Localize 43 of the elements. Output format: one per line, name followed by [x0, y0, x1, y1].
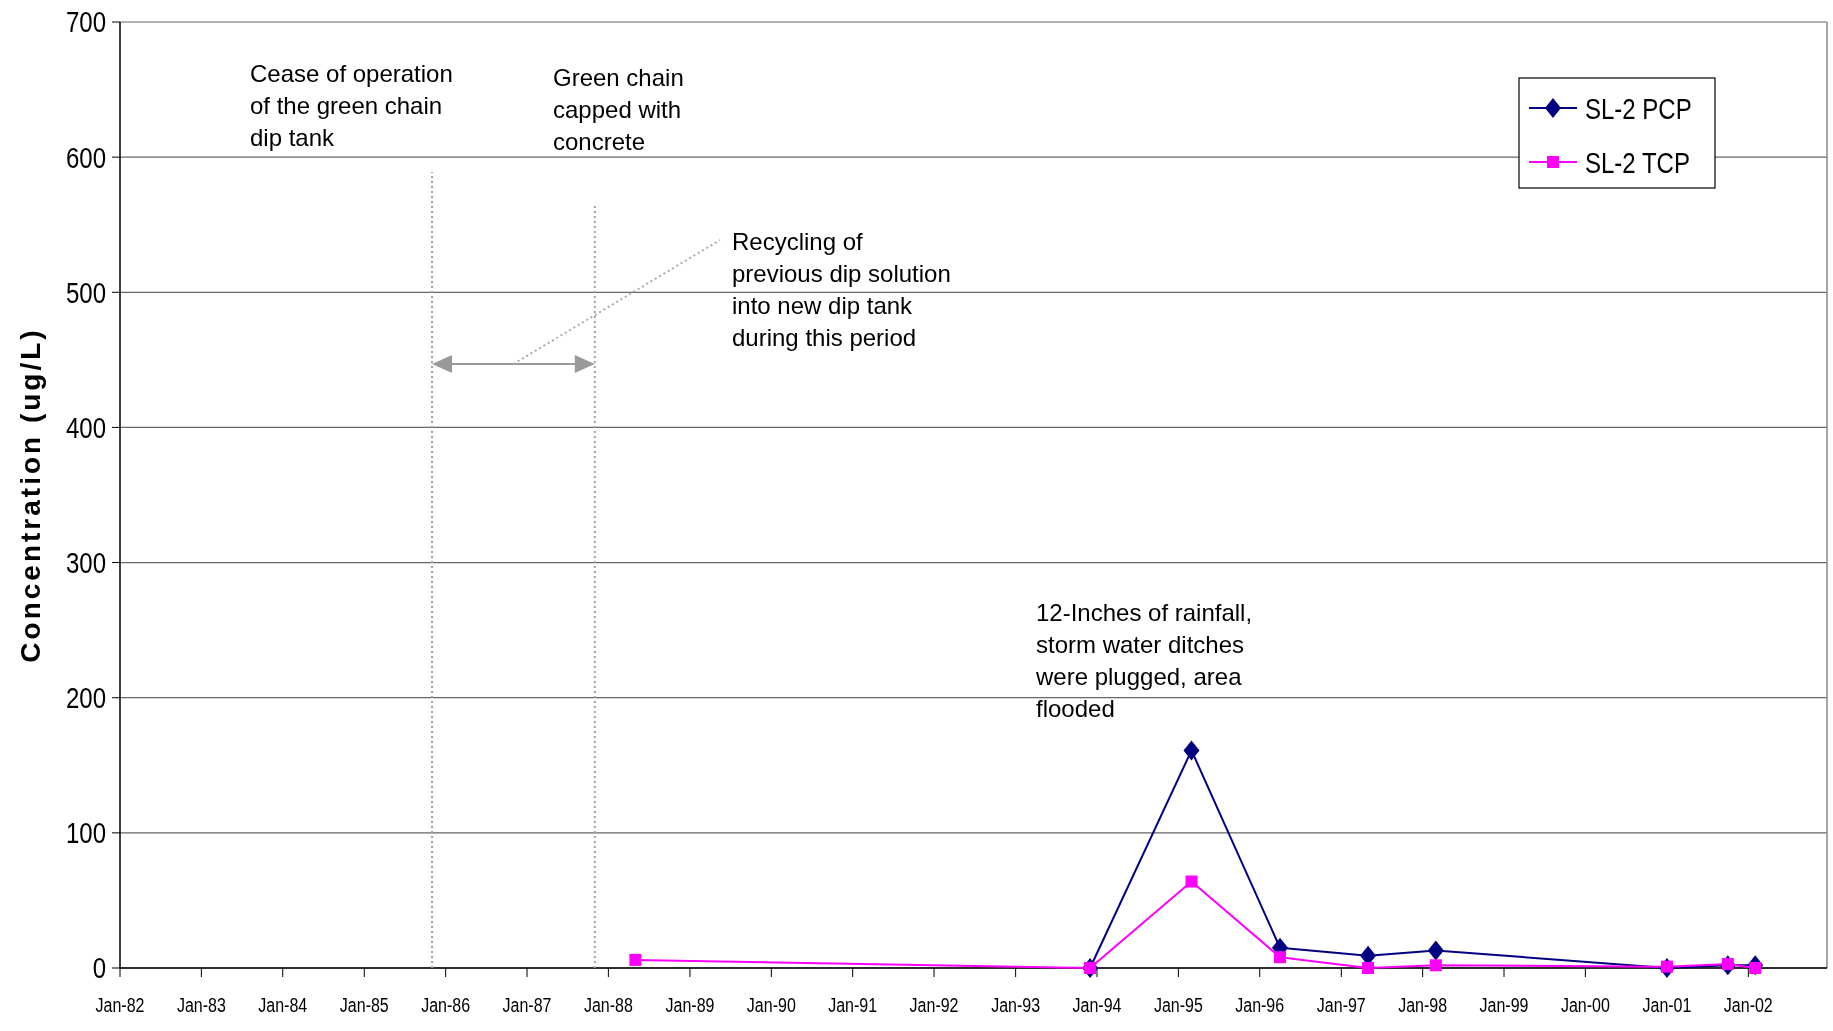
- y-tick-label: 500: [65, 275, 106, 310]
- x-tick-label: Jan-84: [258, 994, 308, 1017]
- point: [629, 953, 642, 966]
- x-tick-label: Jan-99: [1479, 994, 1529, 1017]
- y-tick-label: 600: [65, 140, 106, 175]
- y-tick-label: 100: [65, 815, 106, 850]
- x-tick-label: Jan-94: [1072, 994, 1122, 1017]
- x-tick-label: Jan-89: [665, 994, 715, 1017]
- point: [1429, 959, 1442, 972]
- point: [1427, 940, 1444, 961]
- annotation: Recycling of previous dip solution into new dip tank during this period: [732, 228, 951, 351]
- x-tick-label: Jan-91: [828, 994, 878, 1017]
- y-tick-label: 200: [65, 680, 106, 715]
- x-tick-label: Jan-82: [95, 994, 145, 1017]
- y-tick-label: 700: [65, 4, 106, 40]
- x-tick-label: Jan-97: [1316, 994, 1366, 1017]
- x-tick-label: Jan-96: [1235, 994, 1285, 1017]
- legend-label: SL-2 TCP: [1585, 145, 1690, 180]
- point: [1273, 951, 1286, 964]
- point: [1362, 962, 1375, 974]
- x-tick-label: Jan-83: [176, 994, 226, 1017]
- x-tick-label: Jan-02: [1723, 994, 1773, 1017]
- x-tick-label: Jan-92: [909, 994, 959, 1017]
- legend-label: SL-2 PCP: [1585, 91, 1692, 126]
- point: [1185, 875, 1198, 888]
- x-tick-label: Jan-00: [1560, 994, 1610, 1017]
- y-axis-title: Concentration (ug/L): [15, 327, 46, 663]
- x-tick-label: Jan-90: [746, 994, 796, 1017]
- point: [1183, 740, 1200, 761]
- x-tick-label: Jan-95: [1153, 994, 1203, 1017]
- annotation: Cease of operation of the green chain dip tank: [250, 60, 453, 151]
- x-tick-label: Jan-98: [1398, 994, 1448, 1017]
- y-tick-label: 300: [65, 545, 106, 580]
- y-tick-label: 0: [92, 950, 106, 986]
- x-tick-label: Jan-86: [421, 994, 471, 1017]
- x-tick-label: Jan-85: [339, 994, 389, 1017]
- annotation: 12-Inches of rainfall, storm water ditches were plugged, area flooded: [1035, 599, 1253, 722]
- annotation: Green chain capped with concrete: [553, 64, 684, 155]
- x-tick-label: Jan-88: [583, 994, 633, 1017]
- x-tick-label: Jan-01: [1642, 994, 1692, 1017]
- x-tick-label: Jan-93: [991, 994, 1041, 1017]
- x-tick-label: Jan-87: [502, 994, 552, 1017]
- y-tick-label: 400: [65, 410, 106, 445]
